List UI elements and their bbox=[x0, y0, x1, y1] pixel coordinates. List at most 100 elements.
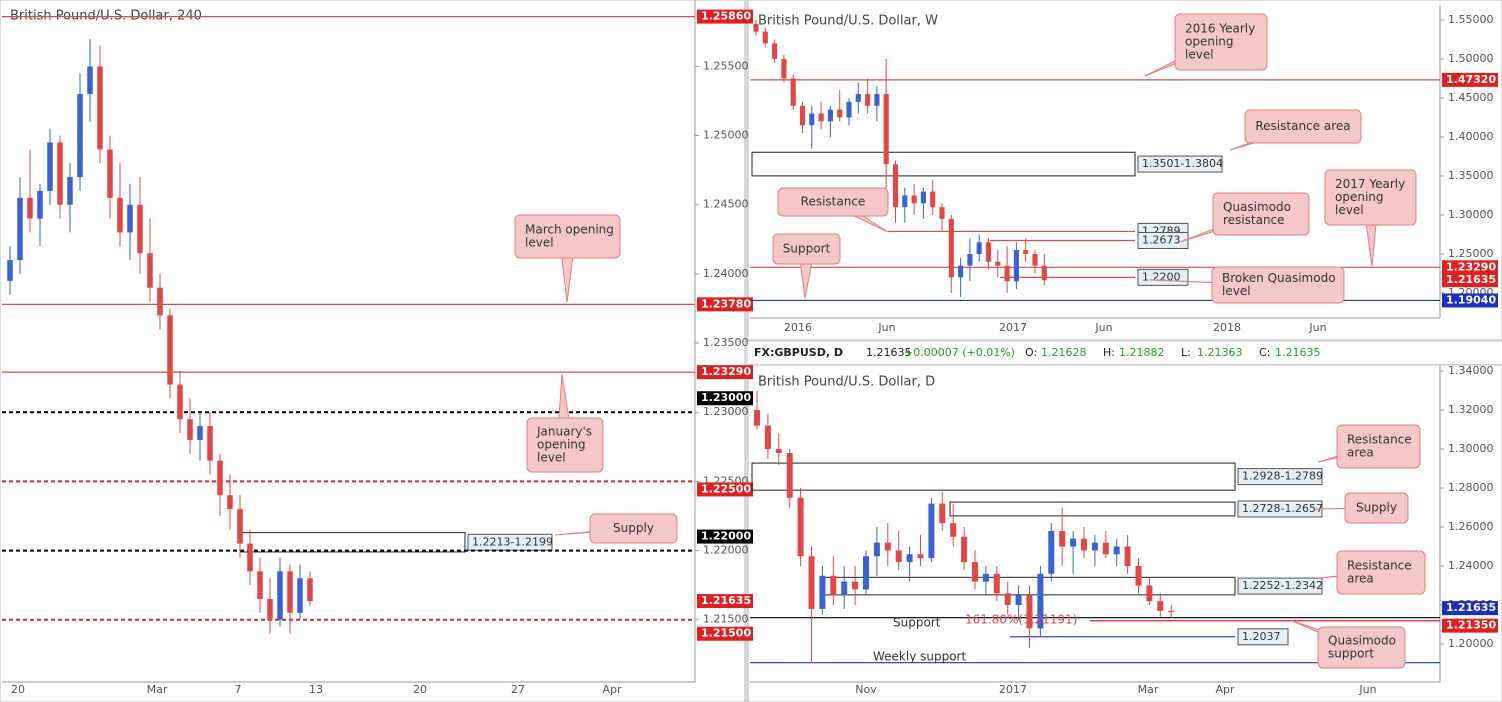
callout-text: Supply bbox=[1356, 501, 1397, 515]
x-tick-label: Mar bbox=[1138, 683, 1159, 696]
y-tick-label: 1.23000 bbox=[703, 405, 749, 418]
callout-text: March opening bbox=[525, 223, 614, 237]
price-tag-label: 1.19040 bbox=[1446, 293, 1496, 306]
price-tag bbox=[1442, 618, 1498, 633]
price-tag bbox=[1442, 273, 1498, 288]
callout-text: 2017 Yearly bbox=[1335, 177, 1405, 191]
candle-body bbox=[967, 253, 973, 266]
candle-body bbox=[97, 66, 103, 150]
callout-box bbox=[772, 233, 841, 265]
candle-body bbox=[852, 581, 859, 590]
callout-text: opening bbox=[1335, 190, 1384, 204]
candle-body bbox=[830, 575, 837, 596]
price-tag bbox=[1442, 260, 1498, 275]
x-tick-label: Jun bbox=[1094, 321, 1112, 334]
price-tag bbox=[697, 626, 753, 641]
x-tick-label: Jun bbox=[877, 321, 895, 334]
level-label: 1.2037 bbox=[1242, 630, 1281, 643]
callout-text: Resistance bbox=[801, 195, 866, 209]
callout-text: Quasimodo bbox=[1328, 634, 1396, 648]
annotation: Weekly support bbox=[873, 650, 966, 664]
candle-body bbox=[1004, 593, 1011, 605]
price-tag bbox=[1442, 601, 1498, 616]
candle-body bbox=[775, 449, 782, 453]
candle-body bbox=[1032, 253, 1038, 266]
candle-body bbox=[920, 191, 926, 204]
candle-body bbox=[287, 571, 293, 613]
candle-body bbox=[819, 575, 826, 609]
candle-body bbox=[1015, 595, 1022, 605]
candle-body bbox=[27, 197, 33, 219]
candle-body bbox=[950, 523, 957, 537]
candle-body bbox=[1037, 573, 1044, 629]
candle-body bbox=[227, 495, 233, 510]
candle-body bbox=[1059, 530, 1066, 547]
candle-body bbox=[906, 554, 913, 563]
callout-text: Resistance area bbox=[1255, 119, 1350, 133]
candle-body bbox=[307, 578, 313, 602]
candle-body bbox=[883, 94, 889, 165]
y-tick-label: 1.21500 bbox=[703, 613, 749, 626]
candle-body bbox=[790, 78, 796, 106]
zone-label: 1.2252-1.2342 bbox=[1242, 579, 1323, 592]
price-tag bbox=[697, 482, 753, 497]
candle-body bbox=[863, 556, 869, 590]
y-tick-label: 1.55000 bbox=[1448, 13, 1494, 26]
y-tick-label: 1.24500 bbox=[703, 198, 749, 211]
panel-title: British Pound/U.S. Dollar, W bbox=[758, 14, 938, 29]
candle-body bbox=[972, 562, 978, 582]
callout-text: resistance bbox=[1223, 213, 1285, 227]
candle-body bbox=[1023, 250, 1029, 254]
ohlc-value: 1.21635 bbox=[1275, 346, 1321, 359]
callout-box bbox=[1317, 626, 1406, 669]
ohlc-key: H: bbox=[1103, 346, 1115, 359]
candle-body bbox=[277, 571, 283, 620]
zone-label-box bbox=[1137, 155, 1223, 173]
y-tick-label: 1.28000 bbox=[1448, 481, 1494, 494]
callout-text: support bbox=[1328, 647, 1374, 661]
price-tag-label: 1.22500 bbox=[701, 482, 751, 495]
candle-body bbox=[137, 204, 143, 254]
price-tag bbox=[1442, 72, 1498, 87]
zone bbox=[751, 151, 1136, 177]
candle-body bbox=[1157, 601, 1164, 611]
price-tag bbox=[1442, 293, 1498, 308]
y-tick-label: 1.35000 bbox=[1448, 169, 1494, 182]
candle-body bbox=[865, 94, 871, 106]
price-tag bbox=[697, 594, 753, 609]
candle-body bbox=[1124, 546, 1131, 567]
price-tag-label: 1.25860 bbox=[701, 10, 751, 23]
callout-text: opening bbox=[537, 438, 586, 452]
price-tag bbox=[697, 9, 753, 24]
level-label-box bbox=[1237, 628, 1289, 646]
candle-body bbox=[846, 101, 852, 118]
ohlc-key: C: bbox=[1259, 346, 1270, 359]
price-tag-label: 1.23290 bbox=[1446, 260, 1496, 273]
candle-body bbox=[948, 218, 954, 278]
price-tag-label: 1.21635 bbox=[1446, 601, 1496, 614]
x-tick-label: Jun bbox=[1358, 683, 1376, 696]
y-tick-label: 1.40000 bbox=[1448, 130, 1494, 143]
candle-body bbox=[958, 265, 964, 278]
candle-body bbox=[1146, 585, 1153, 602]
candle-body bbox=[917, 554, 924, 559]
candle-body bbox=[809, 113, 815, 126]
zone-label: 1.2928-1.2789 bbox=[1242, 470, 1323, 483]
callout-text: level bbox=[537, 451, 566, 465]
callout-box bbox=[1211, 266, 1345, 304]
callout-text: Supply bbox=[613, 521, 654, 535]
panel-title: British Pound/U.S. Dollar, D bbox=[758, 375, 935, 390]
ohlc-key: O: bbox=[1025, 346, 1037, 359]
candle-body bbox=[207, 426, 213, 461]
candle-body bbox=[902, 195, 908, 208]
candle-body bbox=[982, 573, 989, 582]
candle-body bbox=[67, 177, 73, 205]
callout-text: level bbox=[1222, 284, 1251, 298]
ohlc-value: 1.21628 bbox=[1041, 346, 1087, 359]
price-tag bbox=[697, 297, 753, 312]
zone-label: 1.3501-1.3804 bbox=[1142, 157, 1223, 170]
x-tick-label: 2017 bbox=[999, 683, 1027, 696]
candle-body bbox=[781, 58, 787, 79]
callout-text: level bbox=[1335, 203, 1364, 217]
